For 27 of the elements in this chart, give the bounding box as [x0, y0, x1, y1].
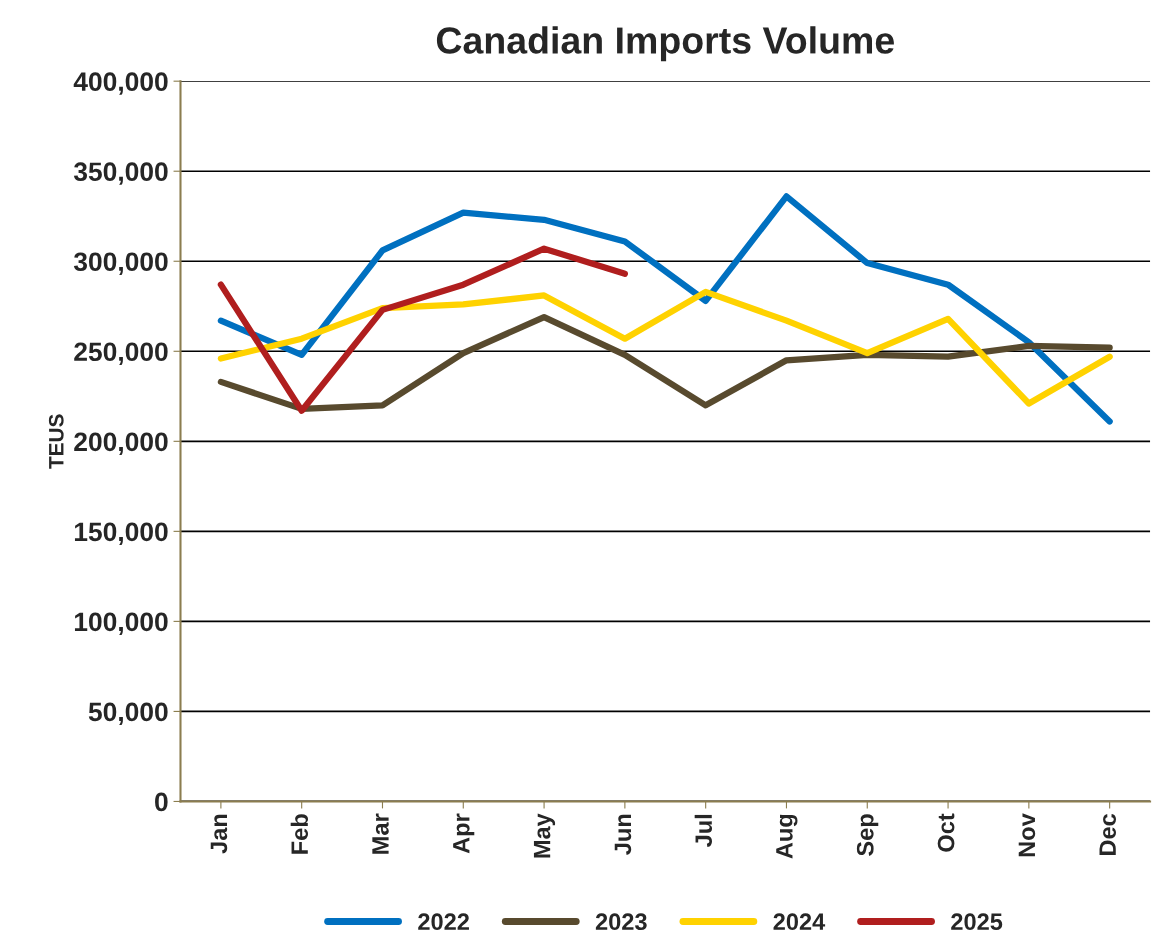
x-tick-label: Dec: [1099, 813, 1116, 855]
x-tick-label: Nov: [1018, 813, 1036, 857]
x-tick-label: Jan: [210, 814, 228, 854]
legend-label: 2023: [595, 913, 647, 931]
legend-label: 2024: [773, 913, 826, 931]
y-tick-label: 400,000: [73, 72, 168, 95]
y-tick-label: 50,000: [88, 702, 168, 726]
x-tick-label: Jun: [614, 814, 632, 855]
x-tick-label: Mar: [372, 813, 389, 854]
y-tick-label: 300,000: [73, 252, 168, 275]
legend-label: 2025: [951, 913, 1003, 931]
x-tick-label: Jul: [694, 814, 713, 848]
x-tick-label: May: [533, 813, 556, 858]
y-tick-label: 250,000: [74, 342, 168, 365]
chart-title: Canadian Imports Volume: [436, 26, 894, 62]
legend-label: 2022: [418, 913, 469, 931]
y-tick-label: 350,000: [73, 162, 168, 185]
x-tick-label: Feb: [290, 814, 309, 854]
y-tick-label: 150,000: [74, 522, 168, 545]
y-tick-label: 200,000: [74, 432, 168, 455]
x-tick-label: Aug: [776, 814, 798, 859]
y-tick-label: 100,000: [74, 612, 168, 636]
x-tick-label: Sep: [856, 814, 879, 856]
y-tick-label: 0: [155, 792, 168, 812]
y-axis-title: TEUS: [48, 414, 64, 469]
x-tick-label: Oct: [937, 813, 955, 852]
x-tick-label: Apr: [453, 813, 475, 854]
